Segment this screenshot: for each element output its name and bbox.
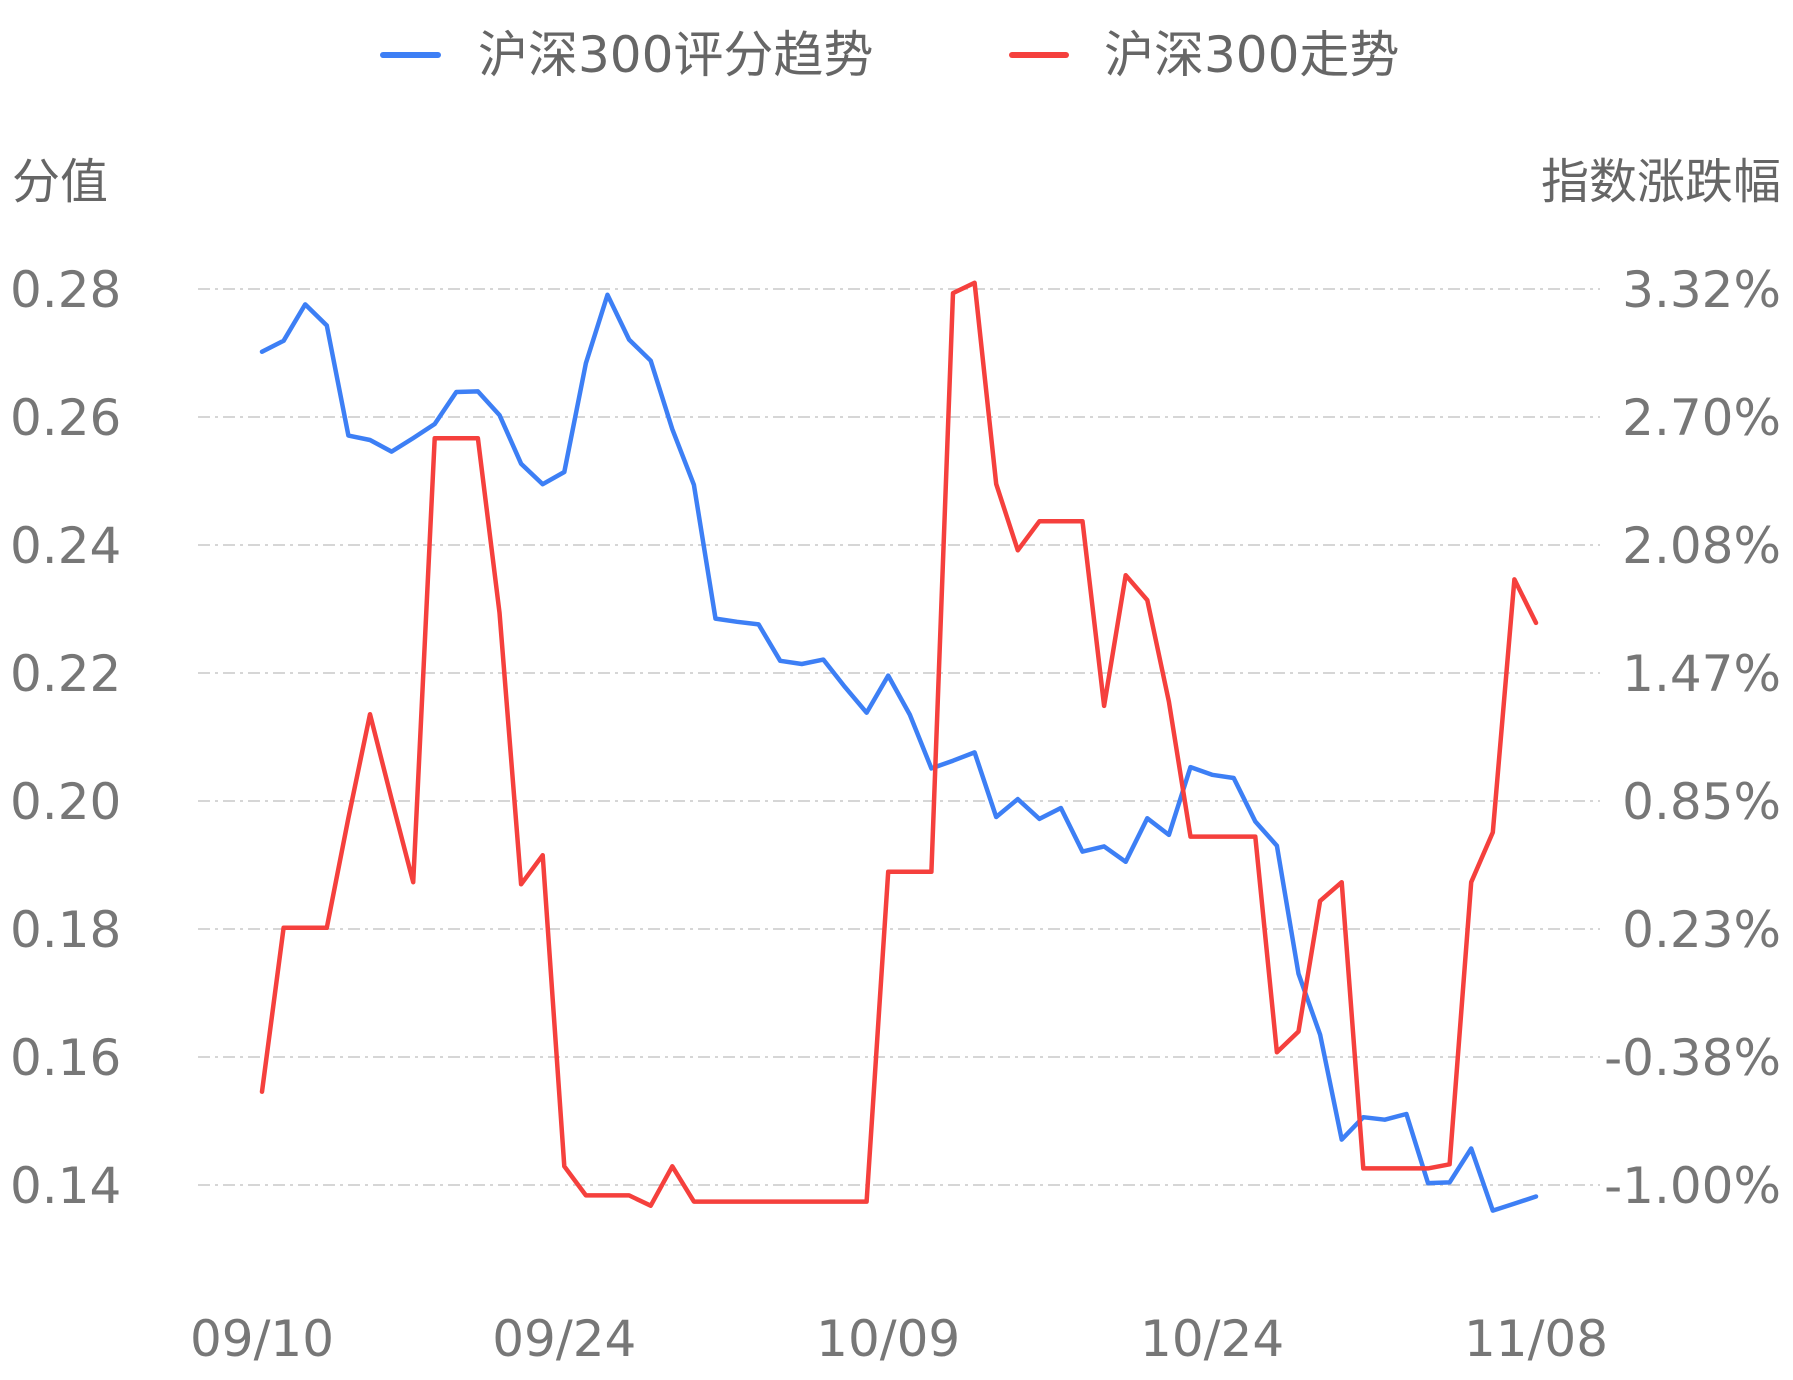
left-axis-ticks: 0.28 0.26 0.24 0.22 0.20 0.18 0.16 0.14 — [10, 261, 121, 1215]
legend-label-index: 沪深300走势 — [1104, 26, 1399, 84]
x-axis-tick-label: 09/24 — [492, 1310, 636, 1368]
left-axis-tick-label: 0.26 — [10, 389, 121, 447]
left-axis-tick-label: 0.14 — [10, 1157, 121, 1215]
x-axis-tick-label: 10/24 — [1140, 1310, 1284, 1368]
x-axis-tick-label: 10/09 — [816, 1310, 960, 1368]
x-axis-tick-label: 09/10 — [190, 1310, 334, 1368]
series-line-index-trend — [259, 280, 1539, 1208]
right-axis-tick-label: 1.47% — [1622, 645, 1781, 703]
legend-label-score: 沪深300评分趋势 — [478, 26, 873, 84]
right-axis-tick-label: 3.32% — [1622, 261, 1781, 319]
right-axis-ticks: 3.32% 2.70% 2.08% 1.47% 0.85% 0.23% -0.38% -1.0… — [1604, 261, 1781, 1215]
right-axis-tick-label: -1.00% — [1604, 1157, 1781, 1215]
series-line-score-trend — [259, 292, 1539, 1213]
x-axis-tick-label: 11/08 — [1464, 1310, 1608, 1368]
left-axis-tick-label: 0.22 — [10, 645, 121, 703]
grid-layer — [198, 288, 1600, 1186]
series-layer — [259, 280, 1539, 1213]
right-axis-tick-label: 2.08% — [1622, 517, 1781, 575]
right-axis-tick-label: -0.38% — [1604, 1029, 1781, 1087]
right-axis-tick-label: 0.23% — [1622, 901, 1781, 959]
left-axis-tick-label: 0.18 — [10, 901, 121, 959]
left-axis-tick-label: 0.24 — [10, 517, 121, 575]
x-axis-ticks: 09/10 09/24 10/09 10/24 11/08 — [190, 1310, 1608, 1368]
left-axis-tick-label: 0.28 — [10, 261, 121, 319]
left-axis-tick-label: 0.20 — [10, 773, 121, 831]
left-axis-title: 分值 — [12, 154, 108, 210]
right-axis-title: 指数涨跌幅 — [1541, 154, 1781, 210]
right-axis-tick-label: 0.85% — [1622, 773, 1781, 831]
right-axis-tick-label: 2.70% — [1622, 389, 1781, 447]
legend: 沪深300评分趋势 沪深300走势 — [380, 26, 1399, 84]
left-axis-tick-label: 0.16 — [10, 1029, 121, 1087]
